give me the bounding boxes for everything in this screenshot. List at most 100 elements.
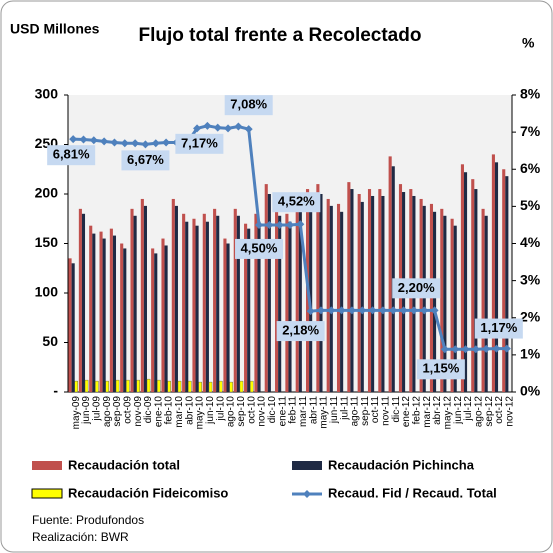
- marker: [224, 124, 233, 133]
- bar: [278, 215, 282, 392]
- bar: [157, 379, 161, 393]
- bar: [453, 225, 457, 392]
- x-tick-label: dic-10: [267, 396, 278, 424]
- x-tick-label: nov-09: [133, 396, 144, 427]
- legend-label: Recaud. Fid / Recaud. Total: [328, 485, 497, 500]
- y-axis-title: USD Millones: [10, 21, 100, 37]
- bar: [295, 198, 299, 392]
- bar: [326, 198, 330, 392]
- bar: [92, 233, 96, 392]
- bar: [460, 164, 464, 392]
- bar: [78, 208, 82, 392]
- x-tick-label: jun-11: [329, 396, 340, 424]
- marker: [255, 220, 264, 229]
- bar: [192, 218, 196, 392]
- bar: [244, 223, 248, 392]
- data-label: 1,17%: [480, 320, 517, 335]
- marker: [100, 137, 109, 146]
- marker: [482, 344, 491, 353]
- marker: [306, 307, 315, 316]
- bar: [443, 215, 447, 392]
- marker: [430, 306, 439, 315]
- x-tick-label: abr-12: [432, 396, 443, 425]
- marker: [275, 220, 284, 229]
- x-tick-label: ago-09: [102, 396, 113, 428]
- bar: [236, 215, 240, 392]
- y2-tick-label: 6%: [520, 160, 541, 176]
- bar: [161, 238, 165, 392]
- bar: [140, 198, 144, 392]
- bar: [89, 225, 93, 392]
- x-tick-label: oct-09: [122, 396, 133, 424]
- x-tick-label: may-12: [443, 396, 454, 430]
- bar: [267, 194, 271, 392]
- bar: [167, 380, 171, 393]
- bar: [275, 208, 279, 392]
- bar: [185, 221, 189, 392]
- marker: [420, 306, 429, 315]
- marker: [193, 124, 202, 133]
- marker: [286, 220, 294, 229]
- data-label: 7,08%: [230, 97, 267, 112]
- y2-tick-label: 2%: [520, 308, 541, 324]
- marker: [471, 345, 480, 354]
- x-tick-label: ene-10: [153, 396, 164, 428]
- y-tick-label: 300: [35, 86, 59, 102]
- marker: [213, 123, 222, 132]
- bar: [68, 258, 72, 392]
- bar: [247, 228, 251, 392]
- x-tick-label: mar-11: [298, 396, 309, 427]
- bar: [440, 208, 444, 392]
- bar: [367, 189, 372, 392]
- bar: [123, 248, 127, 392]
- bar: [182, 213, 186, 392]
- y-tick-label: 100: [35, 284, 59, 300]
- y2-tick-label: 3%: [520, 271, 541, 287]
- bar: [491, 154, 495, 392]
- bar: [433, 211, 437, 392]
- bar: [95, 380, 99, 393]
- marker: [440, 345, 449, 354]
- bar: [136, 379, 140, 393]
- bar: [463, 172, 468, 392]
- y2-tick-label: 5%: [520, 197, 541, 213]
- marker: [316, 306, 325, 315]
- x-tick-label: feb-12: [412, 396, 423, 425]
- x-tick-label: ago-12: [474, 396, 485, 428]
- bar: [450, 218, 454, 392]
- bar: [154, 253, 158, 392]
- bar: [126, 379, 130, 393]
- x-tick-label: ago-10: [226, 396, 237, 428]
- y2-tick-label: 7%: [520, 123, 541, 139]
- marker: [337, 306, 346, 315]
- legend-label: Recaudación Pichincha: [328, 457, 475, 472]
- bar: [226, 243, 230, 392]
- data-label: 6,67%: [127, 152, 164, 167]
- data-label-box: [416, 359, 465, 380]
- x-tick-label: nov-12: [504, 396, 515, 427]
- bar: [205, 221, 209, 392]
- y-tick-label: -: [53, 383, 58, 399]
- marker: [399, 306, 408, 315]
- data-label: 4,50%: [241, 240, 278, 255]
- bar: [143, 205, 147, 392]
- bar: [195, 225, 199, 392]
- bar: [388, 156, 392, 392]
- marker: [69, 135, 78, 144]
- bar: [109, 228, 113, 392]
- legend-label: Recaudación Fideicomiso: [68, 485, 228, 500]
- x-tick-label: sep-11: [360, 396, 371, 426]
- legend-swatch: [292, 461, 322, 470]
- legend-swatch: [303, 490, 311, 498]
- bar: [502, 169, 506, 392]
- x-tick-label: may-11: [319, 396, 330, 429]
- x-tick-label: ene-12: [401, 396, 412, 428]
- marker: [131, 139, 140, 148]
- bar: [484, 215, 488, 392]
- marker: [79, 135, 88, 144]
- x-tick-label: mar-10: [174, 396, 185, 428]
- marker: [162, 138, 171, 147]
- data-label-box: [272, 192, 321, 213]
- credit: Realización: BWR: [32, 530, 129, 544]
- bar: [105, 380, 109, 393]
